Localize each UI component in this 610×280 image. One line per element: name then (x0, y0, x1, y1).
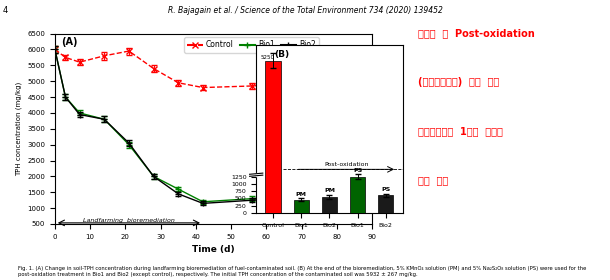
Text: Post-oxidation: Post-oxidation (324, 162, 368, 167)
Text: (B): (B) (274, 50, 289, 59)
Text: PM: PM (296, 192, 307, 197)
Bar (350, 177, 365, 213)
Text: Landfarming  bioremediation: Landfarming bioremediation (83, 218, 175, 223)
Y-axis label: TPH concentration (mg/kg): TPH concentration (mg/kg) (15, 82, 21, 176)
Text: 유류오염토양  1기준  이하로: 유류오염토양 1기준 이하로 (418, 126, 503, 136)
Text: Fig. 1. (A) Change in soil-TPH concentration during landfarming bioremediation o: Fig. 1. (A) Change in soil-TPH concentra… (18, 266, 587, 277)
Text: 5250: 5250 (260, 55, 274, 60)
Text: (과망간산칼륨)  으로  풍화: (과망간산칼륨) 으로 풍화 (418, 77, 499, 87)
Legend: Control, Bio1, Bio2: Control, Bio1, Bio2 (184, 38, 319, 53)
Bar (265, 61, 281, 213)
Text: (A): (A) (61, 38, 77, 47)
Text: PS: PS (353, 167, 362, 172)
Bar (321, 197, 337, 213)
Text: 정화  달성: 정화 달성 (418, 175, 448, 185)
Text: R. Bajagain et al. / Science of the Total Environment 734 (2020) 139452: R. Bajagain et al. / Science of the Tota… (168, 6, 442, 15)
Text: PM: PM (324, 188, 335, 193)
Bar (378, 195, 393, 213)
Text: 4: 4 (3, 6, 9, 15)
Bar (293, 200, 309, 213)
X-axis label: Time (d): Time (d) (192, 245, 235, 254)
Text: 생분해  후  Post-oxidation: 생분해 후 Post-oxidation (418, 28, 534, 38)
Text: PS: PS (381, 187, 390, 192)
